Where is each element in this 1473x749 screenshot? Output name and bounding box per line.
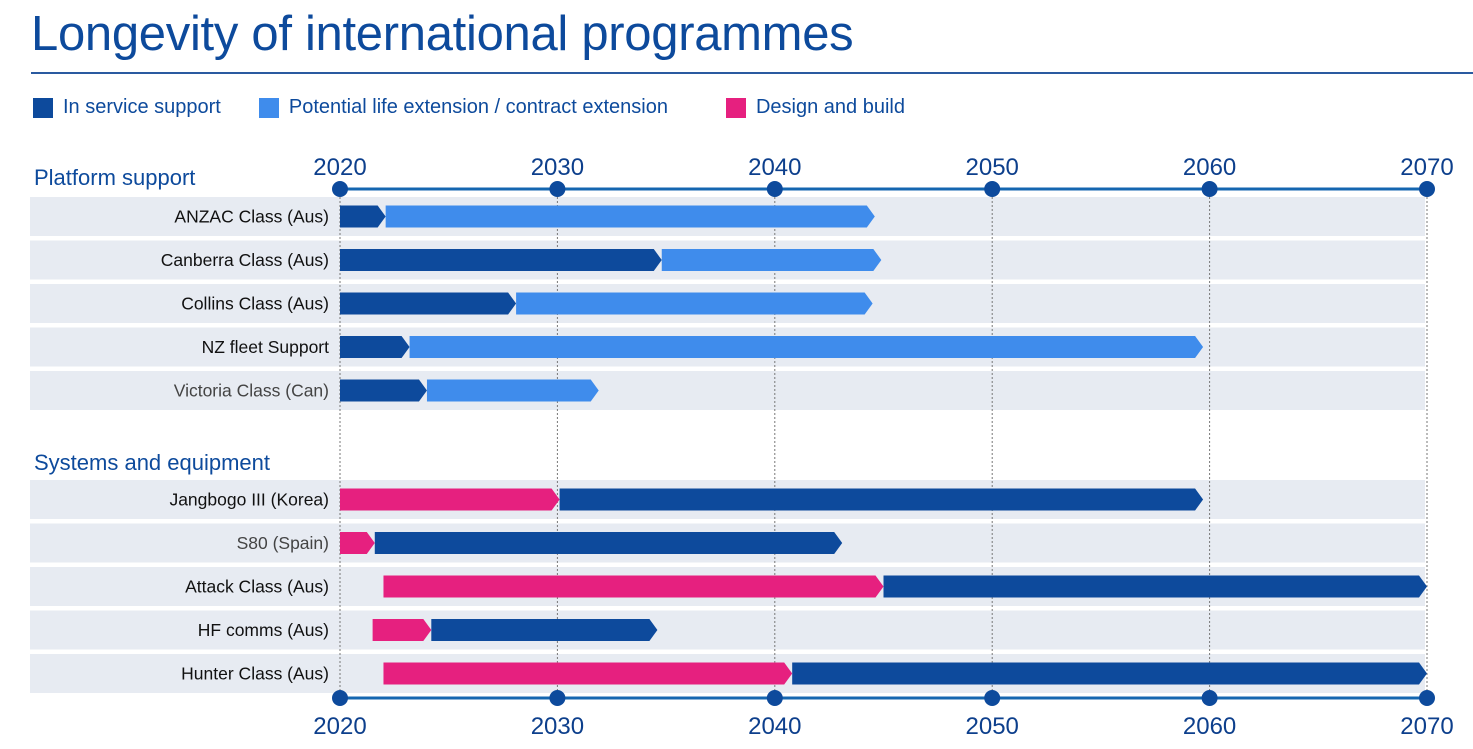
bar-segment-extension (661, 249, 882, 271)
row-label: NZ fleet Support (202, 337, 330, 357)
bar-segment-design (383, 575, 884, 598)
row-background (30, 610, 1425, 650)
bar-segment-extension (385, 205, 875, 228)
row-label: Attack Class (Aus) (185, 577, 329, 597)
row-label: S80 (Spain) (237, 533, 329, 553)
axis-tick-marker (332, 690, 348, 706)
axis-tick-marker (766, 690, 783, 706)
bar-segment-design (340, 488, 560, 511)
legend-label: Design and build (755, 96, 905, 118)
axis-tick-label: 2030 (531, 154, 584, 181)
bar-segment-in-service (431, 619, 658, 641)
row-label: ANZAC Class (Aus) (174, 207, 329, 227)
bar-segment-in-service (340, 292, 517, 315)
bar-segment-in-service (883, 575, 1427, 598)
row-label: HF comms (Aus) (198, 620, 329, 640)
axis-tick-label: 2070 (1400, 154, 1453, 181)
axis-tick-marker (549, 181, 566, 197)
axis-tick-marker (766, 181, 783, 197)
axis-tick-marker (332, 181, 348, 197)
legend: In service support Potential life extens… (33, 96, 943, 119)
section-title: Platform support (34, 165, 195, 190)
bar-segment-design (372, 619, 432, 641)
axis-tick-marker (1201, 690, 1218, 706)
row-label: Jangbogo III (Korea) (169, 490, 329, 510)
bar-segment-in-service (340, 205, 386, 228)
title-divider (31, 72, 1473, 74)
bar-segment-extension (426, 379, 599, 402)
legend-item-design: Design and build (725, 96, 905, 119)
axis-tick-label: 2040 (748, 713, 801, 740)
bar-segment-in-service (792, 662, 1427, 685)
row-label: Collins Class (Aus) (181, 294, 329, 314)
axis-tick-label: 2060 (1183, 713, 1236, 740)
axis-tick-label: 2040 (748, 154, 801, 181)
axis-tick-label: 2030 (531, 713, 584, 740)
bar-segment-in-service (340, 379, 427, 402)
axis-tick-marker (549, 690, 566, 706)
page-title: Longevity of international programmes (31, 7, 854, 61)
row-label: Canberra Class (Aus) (161, 250, 329, 270)
legend-label: In service support (63, 96, 221, 118)
axis-tick-label: 2050 (966, 154, 1019, 181)
axis-tick-marker (1419, 181, 1435, 197)
bar-segment-in-service (374, 532, 843, 554)
bar-segment-extension (409, 336, 1204, 358)
row-label: Hunter Class (Aus) (181, 664, 329, 684)
legend-swatch-extension (258, 97, 279, 118)
axis-tick-label: 2070 (1400, 713, 1453, 740)
row-label: Victoria Class (Can) (174, 381, 329, 401)
axis-tick-label: 2050 (966, 713, 1019, 740)
legend-label: Potential life extension / contract exte… (288, 96, 668, 118)
legend-item-extension: Potential life extension / contract exte… (258, 96, 668, 119)
section-title: Systems and equipment (34, 450, 270, 475)
legend-swatch-in-service (33, 97, 53, 118)
axis-tick-marker (984, 181, 1001, 197)
bar-segment-extension (516, 292, 873, 315)
legend-item-in-service: In service support (33, 96, 221, 119)
bar-segment-design (340, 532, 375, 554)
axis-tick-label: 2020 (313, 154, 366, 181)
bar-segment-in-service (559, 488, 1204, 511)
axis-tick-marker (1201, 181, 1218, 197)
axis-tick-marker (984, 690, 1001, 706)
bar-segment-in-service (340, 249, 662, 271)
legend-swatch-design (725, 97, 746, 118)
bar-segment-design (383, 662, 793, 685)
axis-tick-marker (1419, 690, 1435, 706)
axis-tick-label: 2020 (313, 713, 366, 740)
row-background (30, 371, 1425, 410)
bar-segment-in-service (340, 336, 410, 358)
axis-tick-label: 2060 (1183, 154, 1236, 181)
